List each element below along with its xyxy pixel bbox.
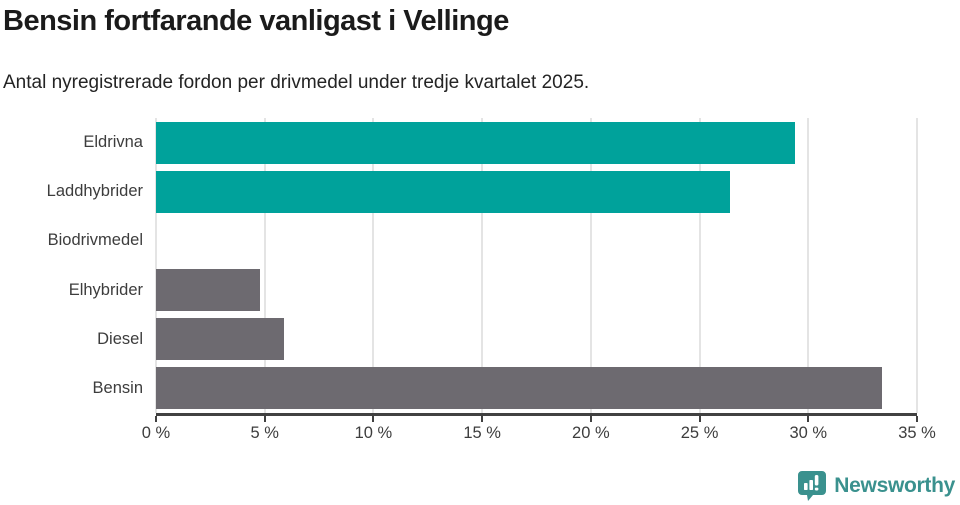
category-label: Bensin (92, 378, 143, 397)
x-axis-line (156, 413, 917, 416)
chart-title: Bensin fortfarande vanligast i Vellinge (3, 5, 509, 37)
axis-tick-label: 10 % (354, 424, 393, 442)
category-label: Elhybrider (68, 280, 143, 299)
axis-tick (807, 416, 810, 422)
category-labels: Eldrivna Laddhybrider Biodrivmedel Elhybrid… (0, 118, 156, 413)
category-label: Eldrivna (83, 133, 143, 152)
bar-chart: Eldrivna Laddhybrider Biodrivmedel Elhybrid… (0, 118, 960, 442)
bar-row (156, 118, 917, 167)
axis-tick-label: 0 % (141, 424, 171, 442)
category-label: Diesel (97, 329, 143, 348)
axis-tick (155, 416, 157, 422)
bar (156, 367, 883, 410)
axis-tick (589, 416, 592, 422)
bar-row (156, 266, 917, 315)
gridline (155, 118, 157, 413)
gridline (372, 118, 375, 413)
gridline (807, 118, 810, 413)
axis-tick-label: 15 % (463, 424, 501, 442)
axis-tick-label: 30 % (789, 424, 828, 442)
axis-tick (263, 416, 266, 422)
axis-tick (698, 416, 701, 422)
axis-tick (481, 416, 484, 422)
axis-tick-label: 20 % (572, 424, 610, 442)
gridline (481, 118, 484, 413)
plot-area: 0 % 5 % 10 % 15 % 20 % 25 % 30 % 35 % (142, 118, 936, 442)
bar-row (156, 315, 917, 364)
axis-tick (372, 416, 375, 422)
bar (156, 170, 730, 213)
brand-name: Newsworthy (834, 474, 955, 497)
axis-tick-label: 35 % (898, 424, 936, 442)
axis-tick-label: 25 % (680, 424, 719, 442)
category-label: Biodrivmedel (47, 231, 143, 250)
gridline (263, 118, 266, 413)
gridline (589, 118, 592, 413)
bar-row (156, 167, 917, 216)
chart-subtitle: Antal nyregistrerade fordon per drivmede… (3, 72, 590, 93)
axis-tick (916, 416, 918, 422)
gridline (698, 118, 701, 413)
newsworthy-branding: Newsworthy (797, 470, 955, 502)
bar (156, 318, 285, 361)
bar (156, 121, 796, 164)
bar-row (156, 364, 917, 413)
bar-rows (156, 118, 917, 413)
bar-chart-speech-bubble-icon (798, 471, 827, 501)
category-label: Laddhybrider (46, 182, 143, 201)
bar-row (156, 216, 917, 265)
gridline (916, 118, 918, 413)
bar (156, 269, 261, 312)
axis-tick-label: 5 % (250, 424, 279, 442)
